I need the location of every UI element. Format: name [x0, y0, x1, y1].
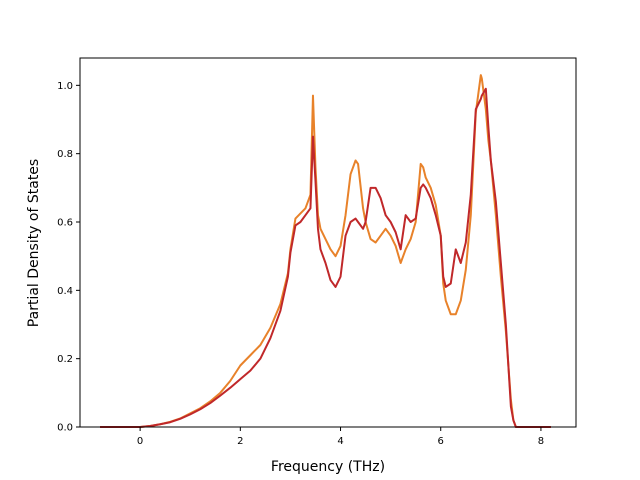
- y-tick-label: 0.8: [57, 149, 73, 160]
- x-tick-label: 0: [137, 436, 143, 447]
- series-1-line: [100, 74, 551, 428]
- x-tick-label: 4: [337, 436, 343, 447]
- y-tick-label: 0.6: [57, 218, 73, 229]
- x-tick-label: 6: [438, 436, 444, 447]
- y-tick-label: 0.0: [57, 423, 73, 434]
- y-tick-label: 1.0: [57, 81, 73, 92]
- y-axis-label: Partial Density of States: [26, 159, 42, 327]
- axes: 0 2 4 6 8 0.0 0.2 0.4 0.6 0.8 1.0: [57, 57, 577, 447]
- x-tick-label: 8: [538, 436, 544, 447]
- y-tick-label: 0.4: [57, 286, 73, 297]
- x-axis-label: Frequency (THz): [271, 459, 385, 475]
- series-2-line: [100, 87, 551, 428]
- x-tick-label: 2: [237, 436, 243, 447]
- plot-frame: [79, 57, 577, 428]
- plot-area: [100, 74, 551, 428]
- y-tick-label: 0.2: [57, 354, 73, 365]
